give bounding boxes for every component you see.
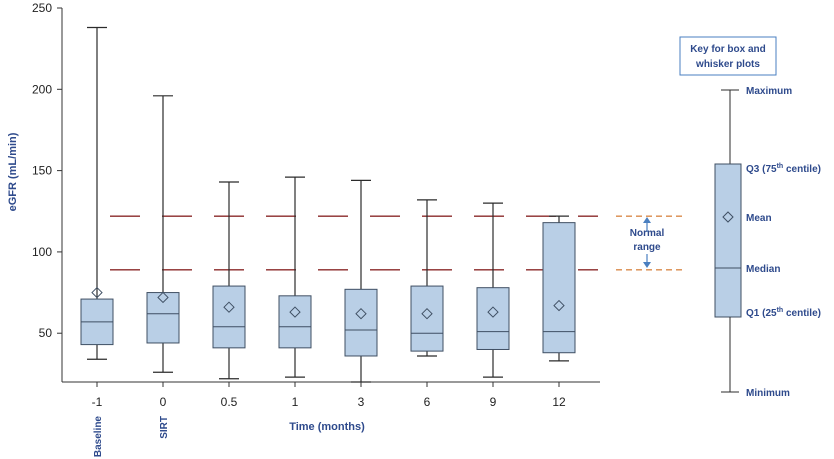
mean-marker (355, 307, 367, 320)
key-title-line-1: Key for box and (690, 44, 766, 55)
x-tick-label: 9 (490, 395, 497, 409)
iqr-box (344, 288, 378, 357)
mean-marker (223, 301, 235, 313)
boxes (80, 26, 576, 383)
box-plot--1 (80, 26, 114, 360)
x-tick-label: 0.5 (221, 395, 238, 409)
box-plot-1 (278, 176, 312, 378)
y-tick-label: 150 (32, 164, 52, 178)
x-tick-label: 1 (292, 395, 299, 409)
key-median-label: Median (746, 264, 780, 275)
key-box (714, 163, 742, 318)
x-tick-sublabel: Baseline (93, 416, 104, 458)
axes (61, 8, 600, 383)
box-plot-0 (146, 95, 180, 373)
x-tick-label: 0 (160, 395, 167, 409)
key-title-line-2: whisker plots (695, 59, 760, 70)
iqr-box (278, 295, 312, 349)
x-tick-sublabel: SIRT (159, 416, 170, 439)
x-tick-label: 6 (424, 395, 431, 409)
key-maximum-label: Maximum (746, 86, 792, 97)
iqr-box (542, 222, 576, 354)
y-tick-label: 50 (39, 326, 53, 340)
normal-range-lines (110, 215, 684, 271)
key-mean-marker (722, 211, 734, 223)
mean-marker (289, 306, 301, 318)
mean-marker (487, 306, 499, 318)
arrow-up-icon (643, 217, 651, 223)
iqr-box (146, 292, 180, 344)
mean-marker (421, 307, 433, 320)
key-q3-label: Q3 (75th centile) (746, 163, 821, 175)
x-tick-label: 12 (552, 395, 566, 409)
box-plot-12 (542, 215, 576, 362)
x-axis-label: Time (months) (289, 421, 365, 433)
y-tick-label: 100 (32, 245, 52, 259)
box-plot-6 (410, 199, 444, 357)
key-title-box (679, 36, 777, 76)
arrow-down-icon (643, 262, 651, 268)
x-tick-label: 3 (358, 395, 365, 409)
key-minimum-label: Minimum (746, 388, 790, 399)
box-plot-3 (344, 179, 378, 383)
normal-range-annotation: Normal range (630, 217, 665, 268)
iqr-box (410, 285, 444, 352)
key-mean-label: Mean (746, 213, 772, 224)
normal-range-label-1: Normal (630, 228, 665, 239)
box-plot-0.5 (212, 181, 246, 380)
mean-marker (91, 286, 103, 299)
mean-marker (553, 299, 565, 312)
y-tick-label: 200 (32, 82, 52, 96)
y-ticks: 50 100 150 200 250 (32, 1, 62, 340)
iqr-box (212, 285, 246, 349)
iqr-box (476, 287, 510, 350)
normal-range-label-2: range (633, 242, 661, 253)
x-ticks: -1 Baseline 0 SIRT 0.5 1 3 6 9 12 (92, 382, 566, 457)
y-tick-label: 250 (32, 1, 52, 15)
box-whisker-key: Key for box and whisker plots Maximum Q3… (679, 36, 821, 399)
box-plot-9 (476, 202, 510, 378)
x-tick-label: -1 (92, 395, 103, 409)
y-axis-label: eGFR (mL/min) (7, 132, 19, 211)
key-q1-label: Q1 (25th centile) (746, 307, 821, 319)
mean-marker (157, 291, 169, 304)
